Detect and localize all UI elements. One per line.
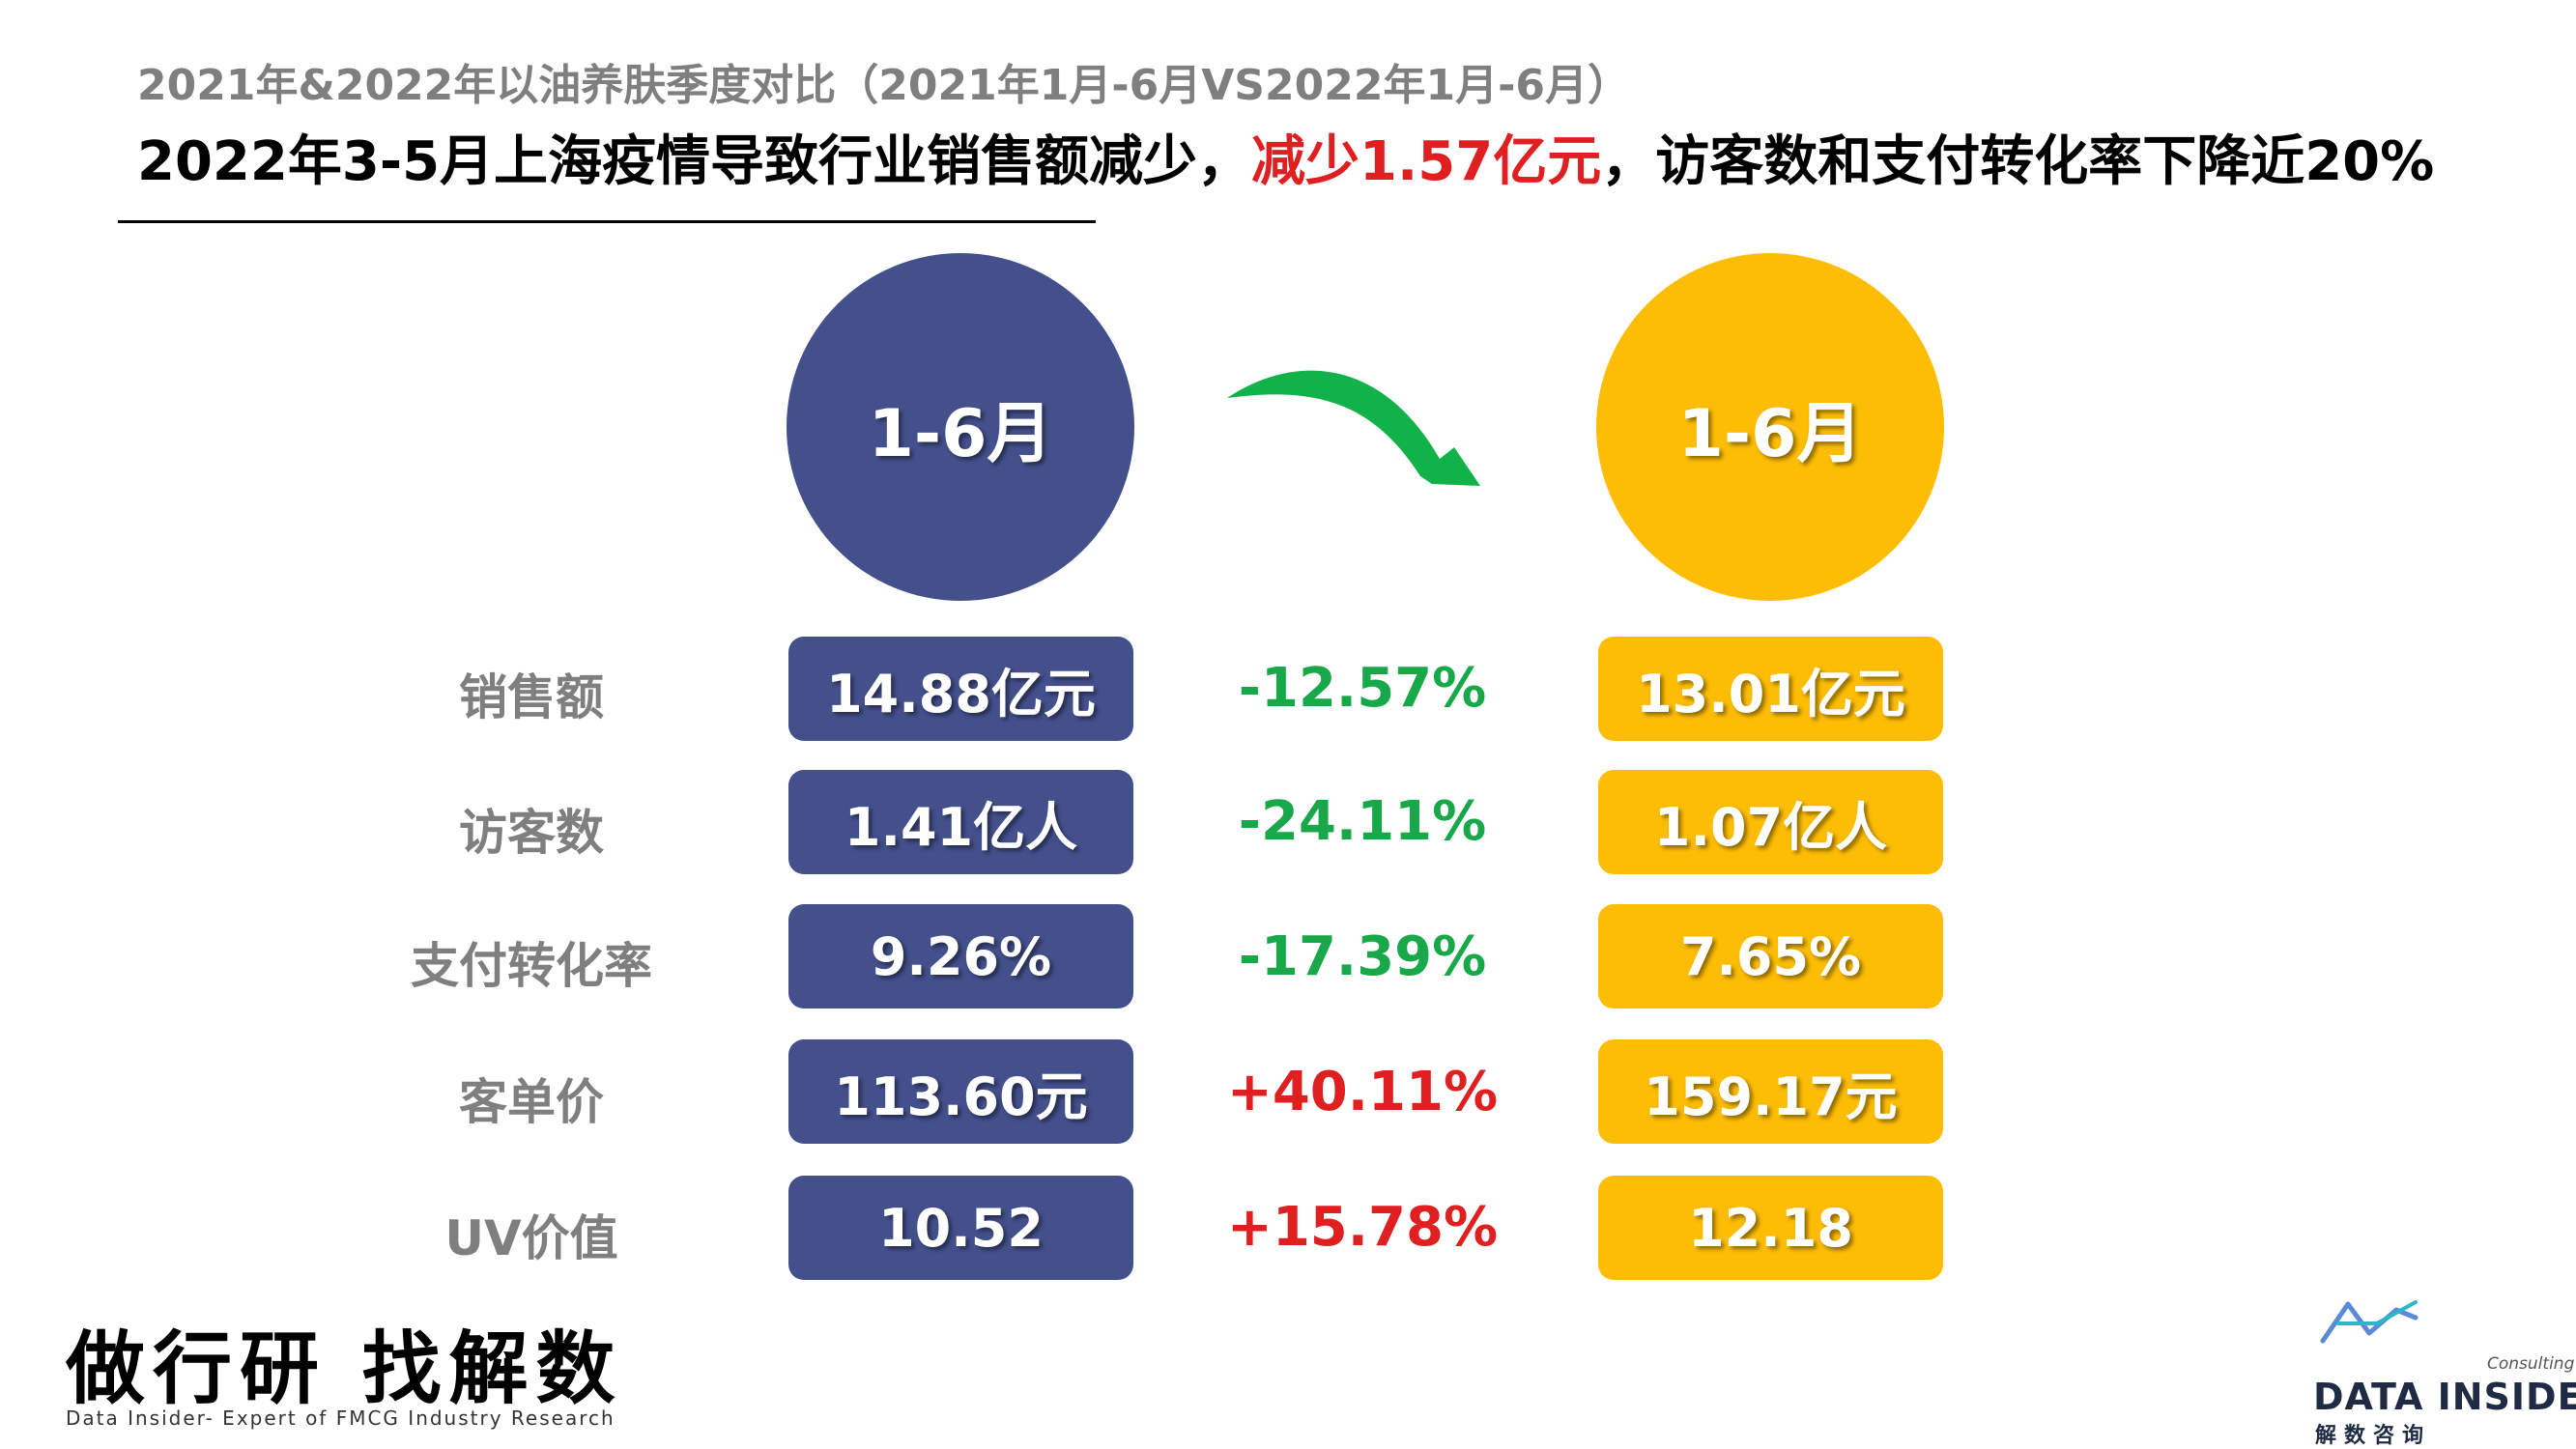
metric-label-avg-order: 客单价 xyxy=(459,1074,604,1130)
period-2022-circle: 1-6月 xyxy=(1596,253,1944,601)
metric-change-visitors: -24.11% xyxy=(1238,790,1487,853)
metric-2022-sales: 13.01亿元 xyxy=(1598,637,1943,741)
metric-label-uv-value: UV价值 xyxy=(444,1210,618,1266)
period-2021-label: 1-6月 xyxy=(868,395,1053,472)
period-2022-label: 1-6月 xyxy=(1677,395,1863,472)
metric-2021-visitors: 1.41亿人 xyxy=(788,770,1133,874)
metric-change-uv-value: +15.78% xyxy=(1226,1196,1499,1259)
metric-2022-avg-order: 159.17元 xyxy=(1598,1039,1943,1144)
page-headline: 2022年3-5月上海疫情导致行业销售额减少，减少1.57亿元，访客数和支付转化… xyxy=(137,118,2434,196)
metric-2021-uv-value: 10.52 xyxy=(788,1176,1133,1280)
headline-highlight: 减少1.57亿元 xyxy=(1251,130,1602,193)
data-insider-logo: Consulting DATA INSIDER 解数咨询 xyxy=(2313,1294,2576,1448)
logo-consulting: Consulting xyxy=(2487,1354,2575,1374)
metric-2022-visitors: 1.07亿人 xyxy=(1598,770,1943,874)
metric-change-avg-order: +40.11% xyxy=(1226,1061,1499,1123)
page-subtitle: 2021年&2022年以油养肤季度对比（2021年1月-6月VS2022年1月-… xyxy=(137,61,1630,110)
headline-text-2: ，访客数和支付转化率下降近20% xyxy=(1601,130,2435,193)
footer-slogan: 做行研 找解数 xyxy=(66,1322,623,1415)
title-divider xyxy=(118,220,1096,223)
metric-2022-conversion: 7.65% xyxy=(1598,904,1943,1009)
curved-arrow-icon xyxy=(1227,370,1480,486)
metric-2021-avg-order: 113.60元 xyxy=(788,1039,1133,1144)
metric-2022-uv-value: 12.18 xyxy=(1598,1176,1943,1280)
footer-slogan-subtitle: Data Insider- Expert of FMCG Industry Re… xyxy=(66,1406,615,1430)
metric-2021-sales: 14.88亿元 xyxy=(788,637,1133,741)
period-2021-circle: 1-6月 xyxy=(787,253,1134,601)
headline-text-1: 2022年3-5月上海疫情导致行业销售额减少， xyxy=(137,130,1252,193)
metric-change-conversion: -17.39% xyxy=(1238,925,1487,988)
metric-2021-conversion: 9.26% xyxy=(788,904,1133,1009)
metric-label-conversion: 支付转化率 xyxy=(411,938,652,994)
logo-mark-icon xyxy=(2320,1300,2419,1344)
logo-cn: 解数咨询 xyxy=(2315,1424,2432,1448)
logo-name: DATA INSIDER xyxy=(2313,1376,2576,1418)
metric-label-sales: 销售额 xyxy=(459,669,604,725)
metric-change-sales: -12.57% xyxy=(1238,657,1487,720)
metric-label-visitors: 访客数 xyxy=(459,805,604,861)
